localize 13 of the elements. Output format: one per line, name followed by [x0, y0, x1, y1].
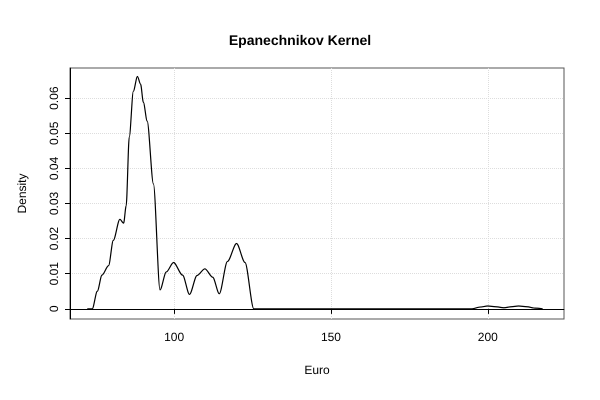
- x-tick-label: 200: [478, 330, 498, 344]
- y-tick-label: 0.06: [47, 86, 61, 110]
- x-axis-title: Euro: [304, 363, 330, 377]
- y-tick-label: 0.04: [47, 156, 61, 180]
- chart-title: Epanechnikov Kernel: [228, 32, 372, 48]
- x-tick-label: 150: [320, 330, 342, 344]
- y-tick-label: 0.01: [47, 262, 61, 286]
- x-tick-label: 100: [164, 330, 184, 344]
- y-tick-label: 0: [47, 305, 61, 312]
- y-tick-label: 0.05: [47, 121, 61, 145]
- y-axis-title: Density: [15, 173, 29, 214]
- y-tick-label: 0.03: [47, 192, 61, 216]
- y-tick-label: 0.02: [47, 226, 61, 250]
